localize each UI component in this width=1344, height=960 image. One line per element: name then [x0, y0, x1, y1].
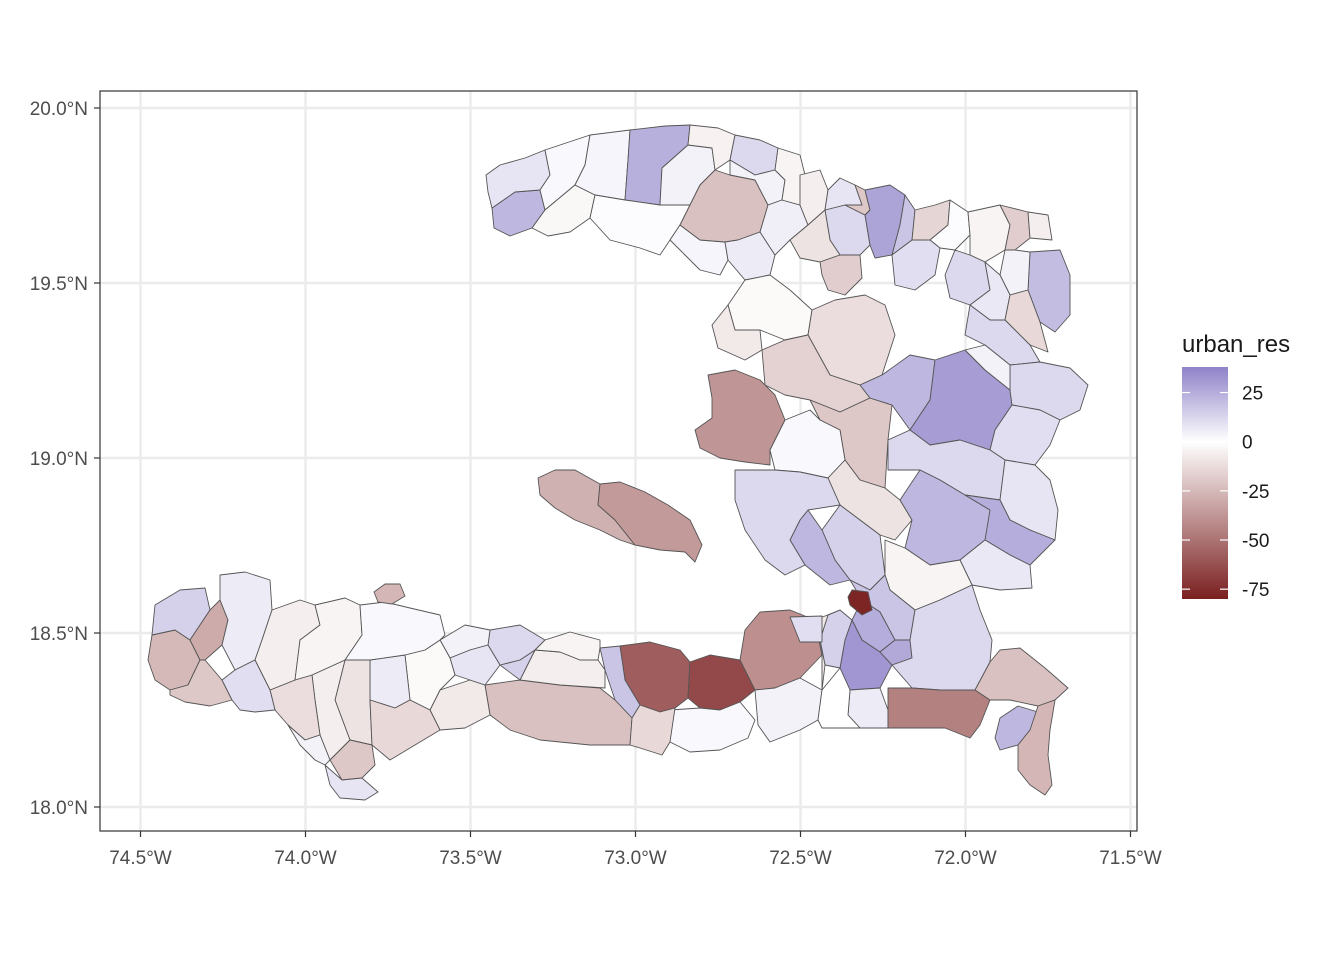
x-tick-label: 74.0°W: [274, 848, 337, 869]
legend-colorbar: [1182, 367, 1228, 599]
legend: urban_res 25 0 -25 -50 -75: [1182, 331, 1290, 601]
region-polygon[interactable]: [687, 124, 736, 171]
region-polygon[interactable]: [964, 304, 1041, 366]
legend-tick-label: 0: [1242, 433, 1253, 454]
y-tick-label: 18.5°N: [30, 624, 88, 645]
region-polygon[interactable]: [847, 589, 873, 616]
region-polygon[interactable]: [344, 601, 446, 661]
region-polygon[interactable]: [817, 667, 861, 729]
region-polygon[interactable]: [221, 659, 276, 713]
panel-border: [99, 90, 1138, 832]
region-polygon[interactable]: [369, 654, 411, 709]
region-polygon[interactable]: [373, 583, 406, 605]
region-polygon[interactable]: [369, 699, 441, 761]
region-polygon[interactable]: [864, 184, 906, 259]
region-polygon[interactable]: [891, 239, 941, 291]
region-polygon[interactable]: [959, 539, 1033, 591]
region-polygon[interactable]: [734, 469, 841, 576]
region-polygon[interactable]: [1027, 211, 1053, 241]
legend-ticks: 25 0 -25 -50 -75: [1182, 384, 1269, 601]
region-polygon[interactable]: [789, 615, 823, 643]
region-polygon[interactable]: [694, 369, 786, 466]
y-axis: 20.0°N 19.5°N 19.0°N 18.5°N 18.0°N: [30, 99, 100, 819]
region-polygon[interactable]: [324, 764, 379, 801]
region-polygon[interactable]: [964, 494, 1056, 566]
x-tick-label: 72.5°W: [769, 848, 832, 869]
region-polygon[interactable]: [534, 631, 601, 661]
region-polygon[interactable]: [629, 704, 676, 756]
x-tick-label: 73.0°W: [604, 848, 667, 869]
region-layer: [147, 124, 1089, 801]
region-polygon[interactable]: [449, 644, 501, 686]
y-tick-label: 19.5°N: [30, 274, 88, 295]
legend-tick-label: 25: [1242, 384, 1263, 405]
legend-tick-label: -75: [1242, 580, 1269, 601]
region-polygon[interactable]: [724, 231, 776, 281]
y-tick-label: 20.0°N: [30, 99, 88, 120]
region-polygon[interactable]: [774, 147, 806, 206]
x-tick-label: 74.5°W: [109, 848, 172, 869]
x-axis: 74.5°W 74.0°W 73.5°W 73.0°W 72.5°W 72.0°…: [109, 831, 1162, 869]
legend-tick-label: -50: [1242, 531, 1269, 552]
y-tick-label: 19.0°N: [30, 449, 88, 470]
region-polygon[interactable]: [1009, 361, 1089, 421]
x-tick-label: 73.5°W: [439, 848, 502, 869]
legend-title: urban_res: [1182, 331, 1290, 358]
legend-tick-label: -25: [1242, 482, 1269, 503]
region-polygon[interactable]: [964, 344, 1011, 391]
region-polygon[interactable]: [597, 481, 703, 563]
region-polygon[interactable]: [669, 701, 756, 753]
region-polygon[interactable]: [887, 687, 991, 739]
x-tick-label: 72.0°W: [934, 848, 997, 869]
region-polygon[interactable]: [1017, 699, 1056, 796]
x-tick-label: 71.5°W: [1099, 848, 1162, 869]
region-polygon[interactable]: [819, 254, 863, 296]
y-tick-label: 18.0°N: [30, 798, 88, 819]
region-polygon[interactable]: [287, 724, 331, 766]
region-polygon[interactable]: [711, 304, 763, 361]
